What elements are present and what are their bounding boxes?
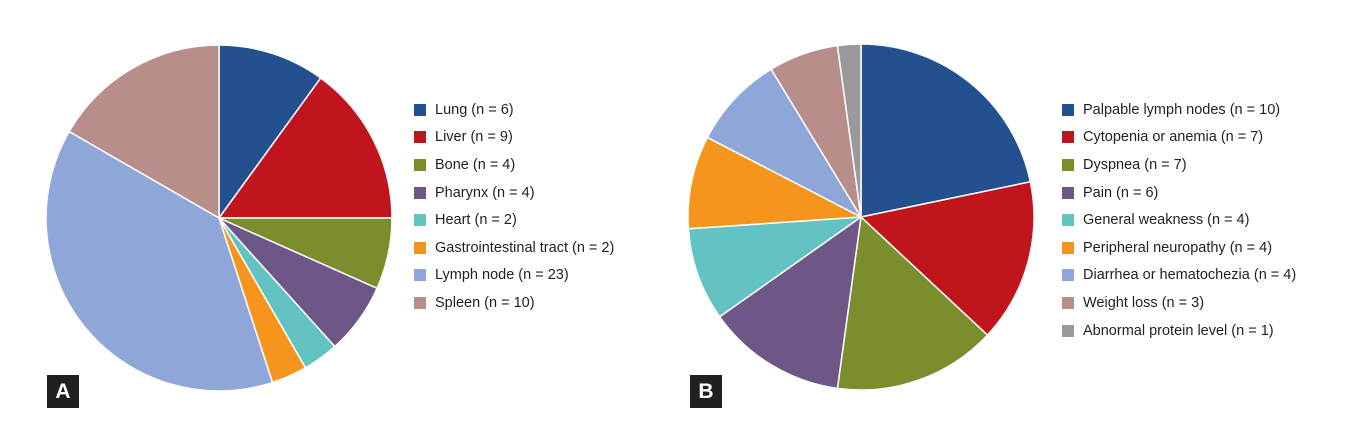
chart-panel-a: Lung (n = 6) Liver (n = 9) Bone (n = 4) Pha…	[0, 0, 660, 441]
legend-label: Weight loss (n = 3)	[1083, 294, 1205, 311]
legend-swatch	[414, 158, 426, 171]
legend-swatch	[414, 214, 426, 227]
legend-label: Pharynx (n = 4)	[435, 184, 535, 201]
legend-label: Peripheral neuropathy (n = 4)	[1083, 239, 1273, 256]
legend-item-b-abnormal-protein-level: Abnormal protein level (n = 1)	[1062, 317, 1296, 345]
legend-swatch	[1062, 296, 1074, 309]
legend-item-a-gastrointestinal-tract: Gastrointestinal tract (n = 2)	[414, 234, 614, 262]
pie-slice-a-lymph-node	[45, 130, 274, 392]
legend-label: Heart (n = 2)	[435, 212, 517, 229]
legend-b: Palpable lymph nodes (n = 10) Cytopenia o…	[1062, 96, 1296, 344]
pie-slice-b-peripheral-neuropathy	[687, 136, 862, 230]
pie-slice-b-abnormal-protein-level	[836, 43, 862, 218]
legend-swatch	[414, 296, 426, 309]
legend-swatch	[1062, 241, 1074, 254]
legend-item-a-lung: Lung (n = 6)	[414, 96, 614, 124]
pie-slice-b-pain	[718, 216, 862, 390]
legend-swatch	[1062, 214, 1074, 227]
legend-swatch	[1062, 324, 1074, 337]
pie-chart-b	[687, 43, 1035, 391]
panel-label-a: A	[47, 375, 79, 408]
legend-item-b-cytopenia-or-anemia: Cytopenia or anemia (n = 7)	[1062, 124, 1296, 152]
legend-a: Lung (n = 6) Liver (n = 9) Bone (n = 4) Pha…	[414, 96, 614, 317]
legend-label: Lung (n = 6)	[435, 101, 514, 118]
legend-swatch	[1062, 269, 1074, 282]
legend-item-a-liver: Liver (n = 9)	[414, 124, 614, 152]
legend-label: Gastrointestinal tract (n = 2)	[435, 239, 615, 256]
legend-swatch	[414, 241, 426, 254]
legend-label: Pain (n = 6)	[1083, 184, 1159, 201]
legend-swatch	[414, 186, 426, 199]
legend-label: Dyspnea (n = 7)	[1083, 156, 1187, 173]
legend-item-a-lymph-node: Lymph node (n = 23)	[414, 262, 614, 290]
legend-swatch	[414, 269, 426, 282]
pie-slice-a-spleen	[68, 44, 220, 219]
legend-item-a-bone: Bone (n = 4)	[414, 151, 614, 179]
pie-slice-b-general-weakness	[687, 216, 862, 318]
legend-label: Diarrhea or hematochezia (n = 4)	[1083, 267, 1297, 284]
panel-label-b: B	[690, 375, 722, 408]
legend-label: Abnormal protein level (n = 1)	[1083, 322, 1274, 339]
legend-swatch	[1062, 186, 1074, 199]
legend-item-b-diarrhea-or-hematochezia: Diarrhea or hematochezia (n = 4)	[1062, 262, 1296, 290]
legend-label: Spleen (n = 10)	[435, 294, 535, 311]
legend-item-b-weight-loss: Weight loss (n = 3)	[1062, 289, 1296, 317]
legend-item-b-pain: Pain (n = 6)	[1062, 179, 1296, 207]
legend-label: Bone (n = 4)	[435, 156, 516, 173]
legend-label: General weakness (n = 4)	[1083, 212, 1250, 229]
chart-panel-b: Palpable lymph nodes (n = 10) Cytopenia o…	[660, 0, 1347, 441]
legend-item-a-spleen: Spleen (n = 10)	[414, 289, 614, 317]
legend-swatch	[1062, 131, 1074, 144]
legend-item-b-peripheral-neuropathy: Peripheral neuropathy (n = 4)	[1062, 234, 1296, 262]
pie-slice-b-diarrhea-or-hematochezia	[706, 68, 862, 218]
pie-slice-b-palpable-lymph-nodes	[860, 43, 1032, 218]
legend-item-b-dyspnea: Dyspnea (n = 7)	[1062, 151, 1296, 179]
pie-slice-a-liver	[218, 77, 393, 219]
legend-swatch	[1062, 103, 1074, 116]
legend-label: Cytopenia or anemia (n = 7)	[1083, 129, 1264, 146]
pie-slice-b-cytopenia-or-anemia	[860, 181, 1035, 336]
legend-label: Palpable lymph nodes (n = 10)	[1083, 101, 1281, 118]
legend-label: Liver (n = 9)	[435, 129, 513, 146]
legend-swatch	[1062, 158, 1074, 171]
pie-slice-b-dyspnea	[836, 216, 989, 391]
pie-chart-a	[45, 44, 393, 392]
legend-swatch	[414, 131, 426, 144]
pie-slice-a-lung	[218, 44, 322, 219]
legend-swatch	[414, 103, 426, 116]
legend-item-b-general-weakness: General weakness (n = 4)	[1062, 206, 1296, 234]
legend-item-a-pharynx: Pharynx (n = 4)	[414, 179, 614, 207]
legend-item-b-palpable-lymph-nodes: Palpable lymph nodes (n = 10)	[1062, 96, 1296, 124]
legend-label: Lymph node (n = 23)	[435, 267, 569, 284]
legend-item-a-heart: Heart (n = 2)	[414, 206, 614, 234]
